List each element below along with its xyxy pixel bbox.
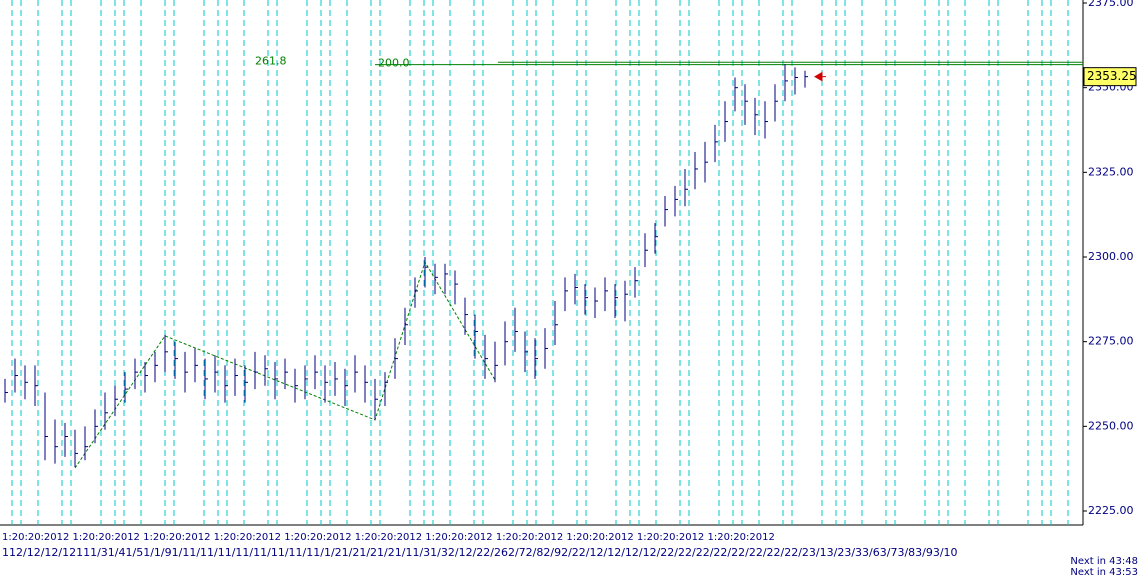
y-tick-label: 2300.00 [1088, 250, 1134, 263]
x-axis-row: 112/12/12/12111/31/41/51/1/91/11/11/11/1… [2, 546, 958, 559]
fib-label: 261.8 [255, 54, 287, 67]
last-price-label: 2353.25 [1087, 69, 1137, 83]
y-tick-label: 2250.00 [1088, 419, 1134, 432]
countdown: Next in 43:48 [1070, 556, 1138, 567]
y-tick-label: 2375.00 [1088, 0, 1134, 9]
y-tick-label: 2275.00 [1088, 335, 1134, 348]
last-price-arrow [813, 71, 826, 82]
countdown: Next in 43:53 [1070, 567, 1138, 578]
y-tick-label: 2325.00 [1088, 165, 1134, 178]
last-price-box [1083, 67, 1137, 87]
x-axis-row: 1:20:20:2012 1:20:20:2012 1:20:20:2012 1… [2, 532, 775, 543]
fib-label: 200.0 [378, 57, 410, 70]
y-tick-label: 2225.00 [1088, 504, 1134, 517]
vertical-grid [11, 0, 1069, 525]
